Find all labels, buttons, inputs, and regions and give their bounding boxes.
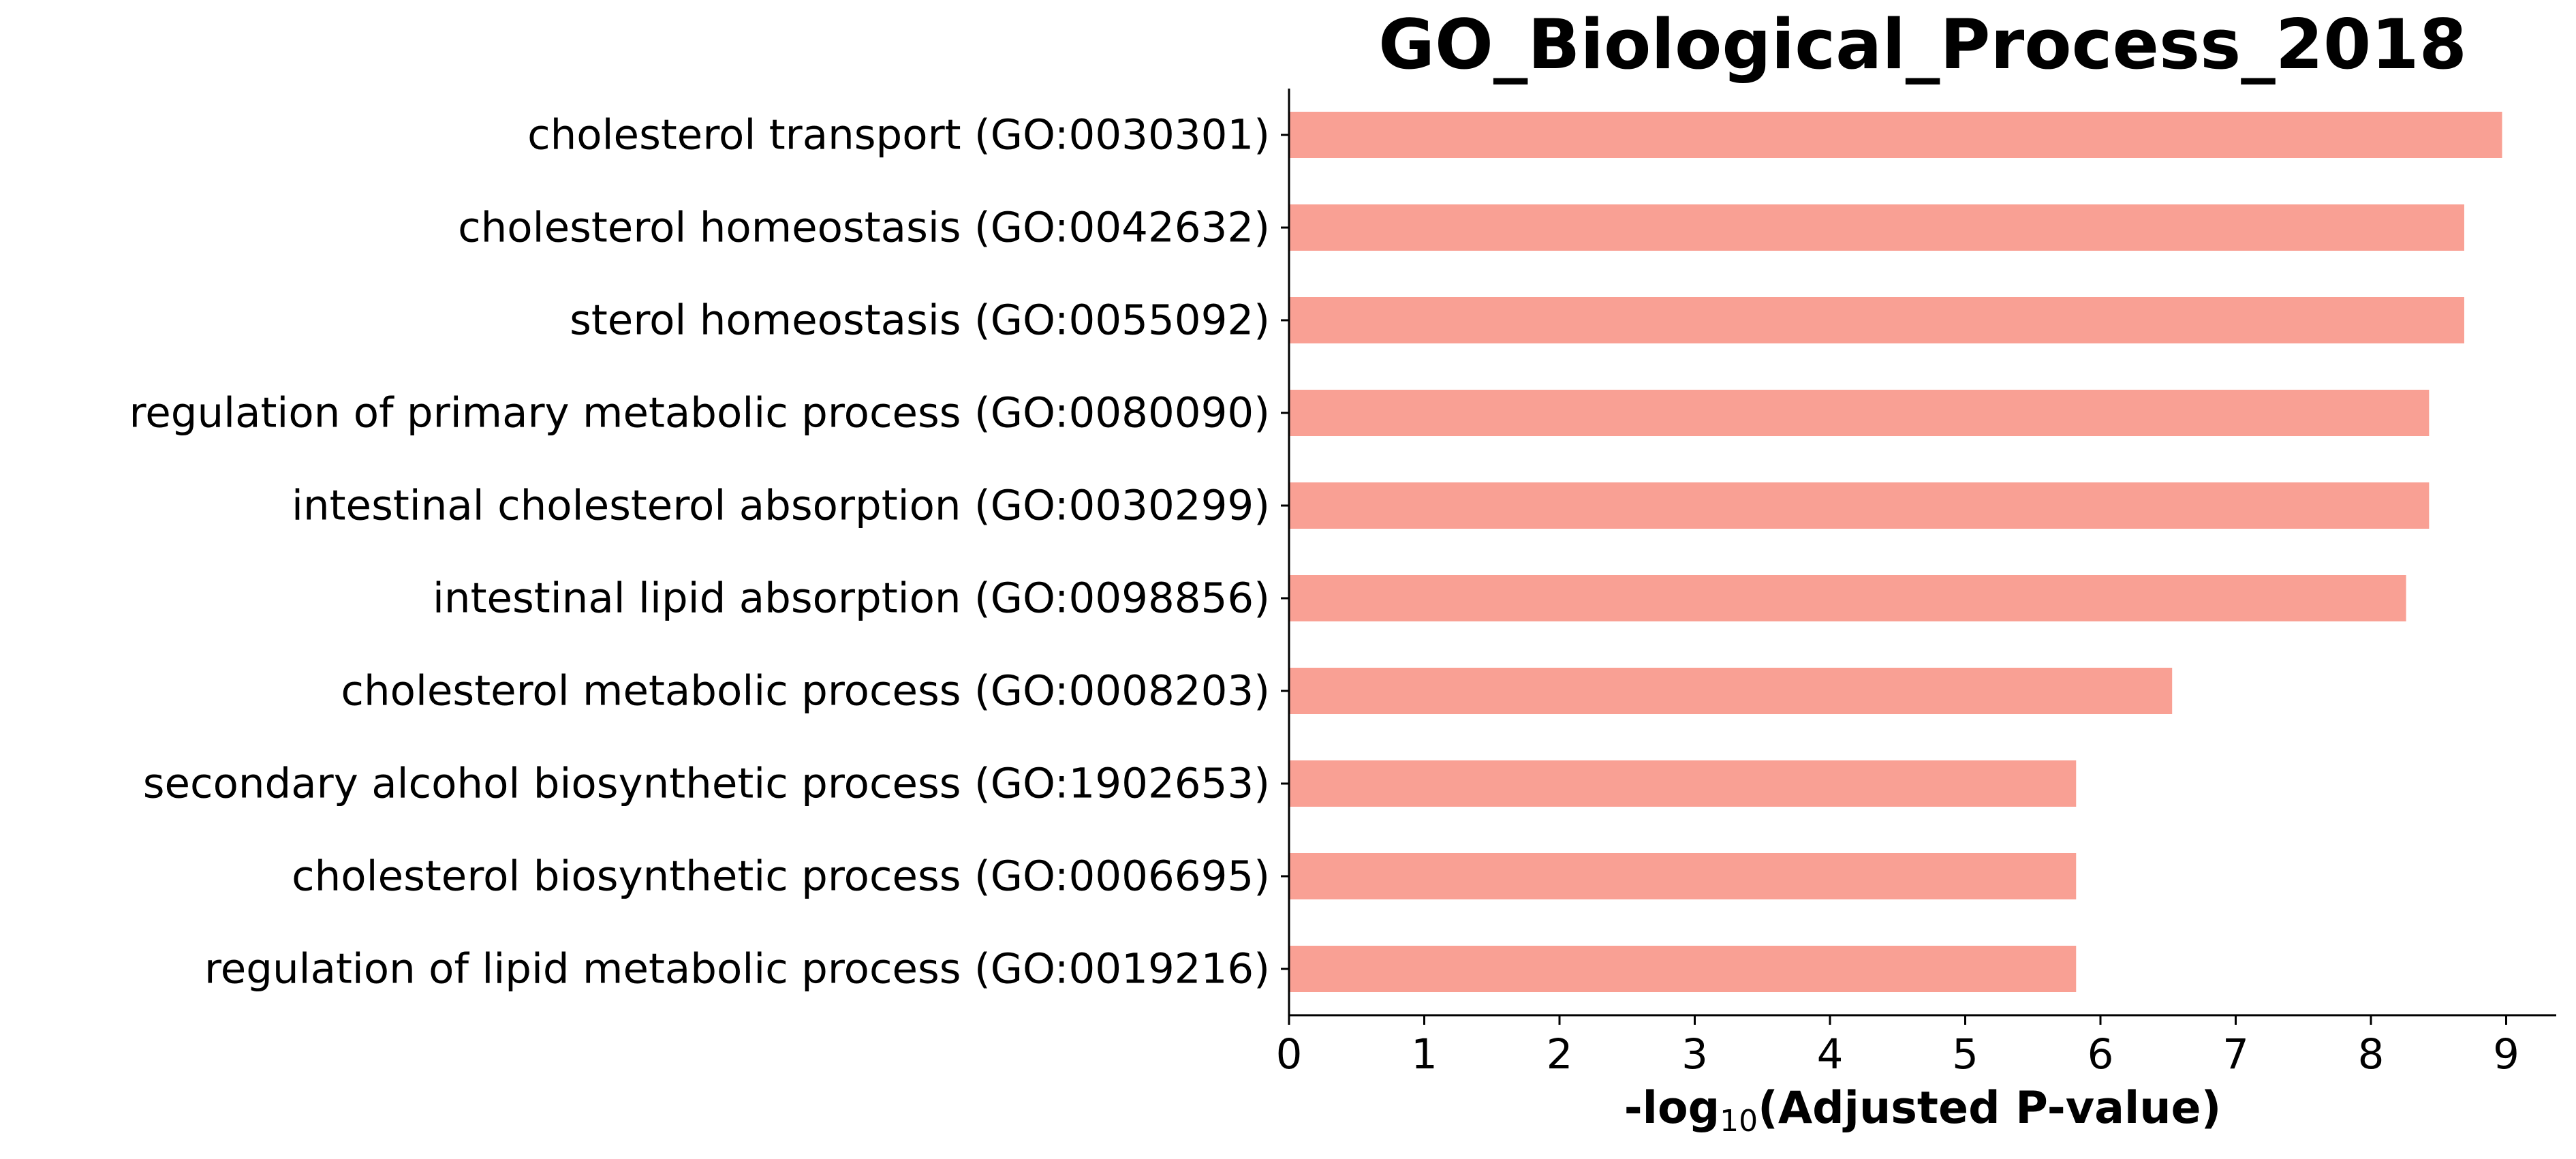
category-label: cholesterol homeostasis (GO:0042632) bbox=[458, 204, 1270, 252]
category-label: sterol homeostasis (GO:0055092) bbox=[570, 296, 1270, 345]
category-label: intestinal lipid absorption (GO:0098856) bbox=[433, 574, 1270, 623]
bar bbox=[1289, 853, 2077, 899]
y-ticks-group bbox=[1281, 134, 1289, 970]
bar bbox=[1289, 760, 2077, 807]
bar bbox=[1289, 112, 2502, 158]
x-axis: 0 1 2 3 4 5 6 7 8 9 bbox=[1276, 1015, 2519, 1079]
x-tick-label: 1 bbox=[1411, 1030, 1438, 1079]
x-tick-label: 0 bbox=[1276, 1030, 1303, 1079]
bar bbox=[1289, 204, 2464, 251]
category-label: intestinal cholesterol absorption (GO:00… bbox=[292, 482, 1270, 530]
bar bbox=[1289, 297, 2464, 343]
x-tick-label: 2 bbox=[1547, 1030, 1573, 1079]
bar bbox=[1289, 575, 2406, 621]
x-axis-label-suffix: (Adjusted P-value) bbox=[1758, 1083, 2221, 1134]
category-label: regulation of primary metabolic process … bbox=[129, 389, 1270, 437]
bars-group bbox=[1289, 112, 2502, 992]
category-labels-group: cholesterol transport (GO:0030301) choles… bbox=[129, 111, 1270, 993]
x-tick-label: 9 bbox=[2493, 1030, 2519, 1079]
category-label: regulation of lipid metabolic process (G… bbox=[204, 945, 1270, 993]
x-axis-label: -log10(Adjusted P-value) bbox=[1624, 1083, 2222, 1139]
bar bbox=[1289, 482, 2430, 529]
x-axis-label-subscript: 10 bbox=[1720, 1104, 1758, 1139]
bar bbox=[1289, 668, 2173, 714]
x-tick-label: 6 bbox=[2088, 1030, 2114, 1079]
x-axis-label-prefix: -log bbox=[1624, 1083, 1720, 1134]
x-tick-label: 4 bbox=[1817, 1030, 1844, 1079]
category-label: cholesterol metabolic process (GO:000820… bbox=[341, 667, 1270, 715]
chart-title: GO_Biological_Process_2018 bbox=[1378, 4, 2467, 84]
x-tick-label: 3 bbox=[1681, 1030, 1708, 1079]
x-tick-label: 8 bbox=[2358, 1030, 2385, 1079]
x-tick-label: 7 bbox=[2222, 1030, 2249, 1079]
x-tick-label: 5 bbox=[1952, 1030, 1978, 1079]
bar bbox=[1289, 946, 2077, 992]
category-label: secondary alcohol biosynthetic process (… bbox=[143, 760, 1270, 808]
category-label: cholesterol transport (GO:0030301) bbox=[527, 111, 1270, 159]
category-label: cholesterol biosynthetic process (GO:000… bbox=[292, 852, 1270, 901]
bar bbox=[1289, 390, 2430, 436]
